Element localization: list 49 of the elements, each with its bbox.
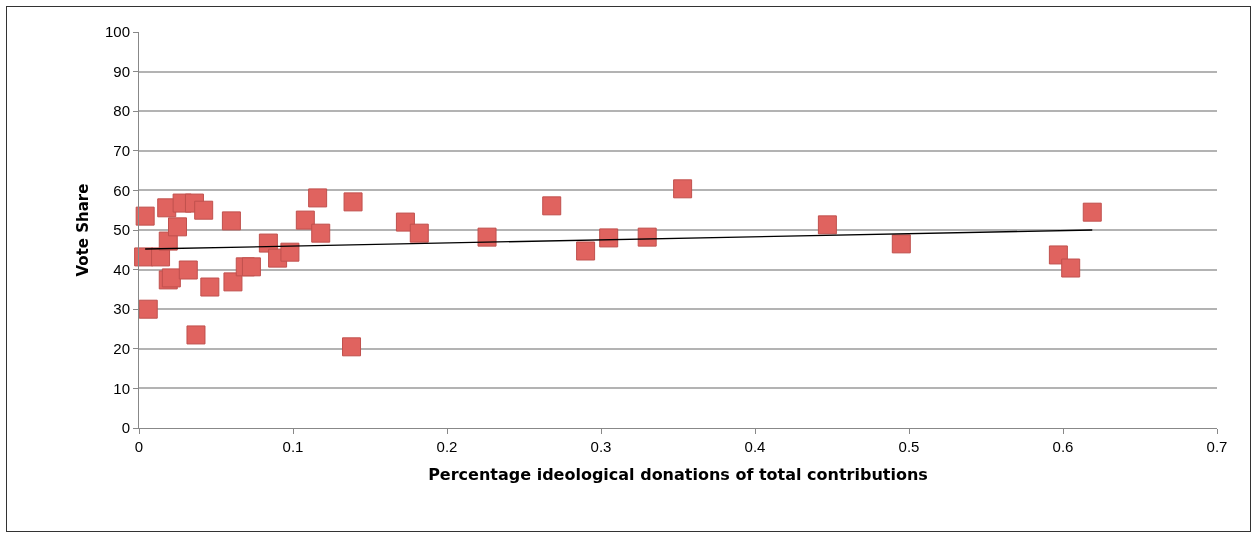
x-axis-title: Percentage ideological donations of total contributions: [428, 464, 928, 484]
point: [280, 242, 300, 262]
point: [241, 257, 261, 277]
y-tick-label: 10: [113, 379, 130, 397]
point: [138, 299, 158, 319]
x-tick-label: 0.4: [744, 438, 766, 455]
y-tick-label: 20: [113, 340, 130, 358]
point: [343, 192, 363, 212]
y-tick-label: 70: [113, 142, 130, 160]
x-tick-label: 0.5: [898, 438, 920, 455]
x-tick-label: 0.2: [436, 438, 458, 455]
point: [178, 260, 198, 280]
point: [308, 188, 328, 208]
y-tick-label: 90: [113, 62, 130, 80]
y-tick-label: 60: [113, 181, 130, 199]
point: [477, 227, 497, 247]
point: [168, 217, 187, 237]
point: [599, 228, 619, 248]
point: [395, 212, 415, 232]
point: [1082, 202, 1102, 222]
point: [576, 241, 596, 261]
point: [311, 223, 331, 243]
x-tick-label: 0.1: [282, 438, 304, 455]
point: [817, 215, 837, 235]
y-axis-title: Vote Share: [74, 183, 93, 277]
point: [673, 179, 693, 199]
point: [295, 210, 315, 230]
point: [200, 277, 220, 297]
point: [135, 206, 155, 226]
point: [223, 272, 243, 292]
point: [194, 200, 214, 220]
y-tick-label: 30: [113, 300, 130, 318]
y-tick-label: 80: [113, 102, 130, 120]
point: [891, 234, 911, 254]
point: [342, 337, 362, 357]
y-tick-label: 40: [113, 260, 130, 278]
x-tick-label: 0.3: [590, 438, 612, 455]
x-tick-label: 0: [134, 438, 144, 455]
point: [542, 196, 562, 216]
point: [1061, 258, 1081, 278]
x-tick-label: 0.7: [1206, 438, 1228, 455]
x-tick-label: 0.6: [1052, 438, 1074, 455]
point: [221, 211, 241, 231]
y-tick-label: 0: [121, 419, 130, 437]
point: [186, 325, 206, 345]
y-tick-label: 100: [104, 23, 130, 41]
y-tick-label: 50: [113, 221, 130, 239]
point: [409, 223, 429, 243]
point: [637, 227, 657, 247]
